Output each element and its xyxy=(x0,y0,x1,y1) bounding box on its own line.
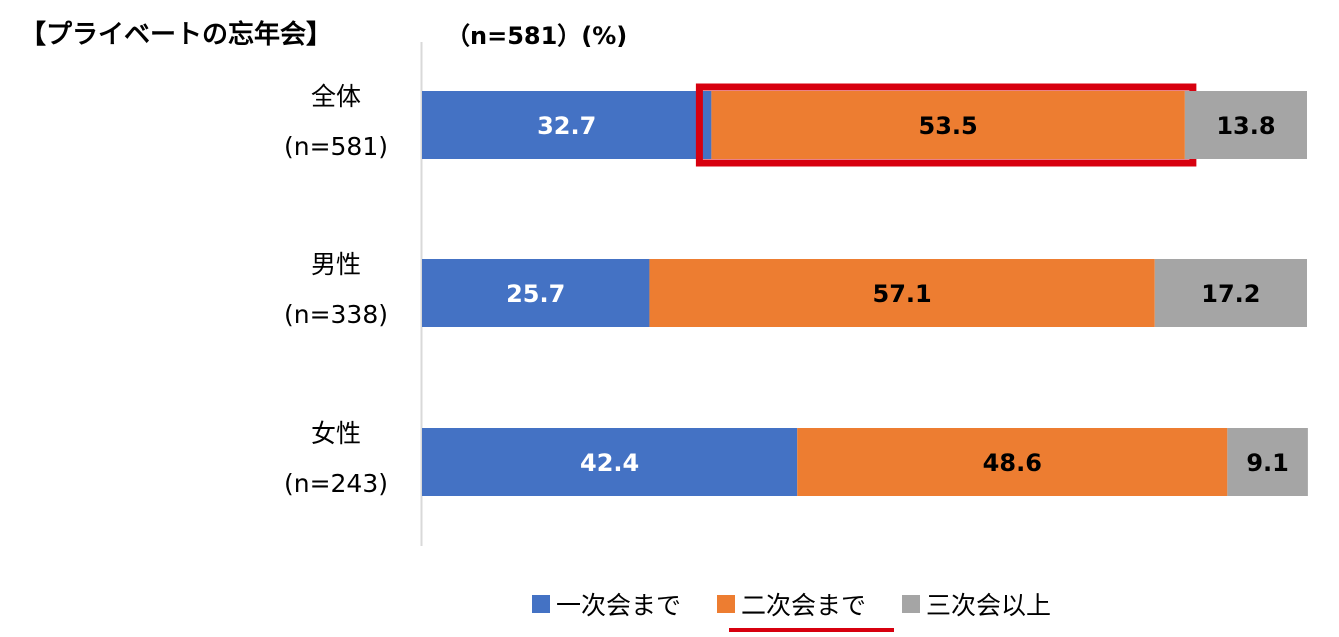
legend-label: 二次会まで xyxy=(741,591,867,620)
legend-label: 一次会まで xyxy=(556,591,682,620)
data-label: 25.7 xyxy=(506,280,565,308)
category-label: 女性 xyxy=(311,419,361,448)
chart-subtitle: （n=581）(%) xyxy=(446,22,628,50)
bar-segment xyxy=(797,428,1228,496)
category-label: 全体 xyxy=(311,82,361,111)
bar-segment xyxy=(1184,91,1307,159)
data-label: 53.5 xyxy=(919,112,978,140)
data-label: 17.2 xyxy=(1201,280,1260,308)
data-label: 9.1 xyxy=(1246,449,1289,477)
legend-label: 三次会以上 xyxy=(926,591,1052,620)
bar-segment xyxy=(422,259,650,327)
legend-swatch xyxy=(717,595,736,613)
legend-item: 二次会まで xyxy=(717,586,895,632)
category-label: 男性 xyxy=(311,250,361,279)
legend-item: 三次会以上 xyxy=(902,586,1051,622)
bar-segment xyxy=(1227,428,1308,496)
bar-segment xyxy=(422,428,798,496)
data-label: 42.4 xyxy=(580,449,639,477)
bar-segment xyxy=(422,91,712,159)
category-n-label: (n=338) xyxy=(284,300,388,329)
chart-title: 【プライベートの忘年会】 xyxy=(20,20,333,50)
data-label: 32.7 xyxy=(537,112,596,140)
bar-segment xyxy=(649,259,1155,327)
legend: 一次会まで 二次会まで 三次会以上 xyxy=(532,586,1087,632)
bar-segment xyxy=(711,91,1185,159)
bar-segment xyxy=(1154,259,1307,327)
legend-swatch xyxy=(902,595,921,613)
data-label: 13.8 xyxy=(1216,112,1275,140)
data-label: 48.6 xyxy=(983,449,1042,477)
category-n-label: (n=581) xyxy=(284,132,388,161)
legend-highlight-underline xyxy=(729,628,895,632)
data-label: 57.1 xyxy=(873,280,932,308)
category-n-label: (n=243) xyxy=(284,469,388,498)
legend-swatch xyxy=(532,595,550,613)
legend-item: 一次会まで xyxy=(532,586,681,622)
